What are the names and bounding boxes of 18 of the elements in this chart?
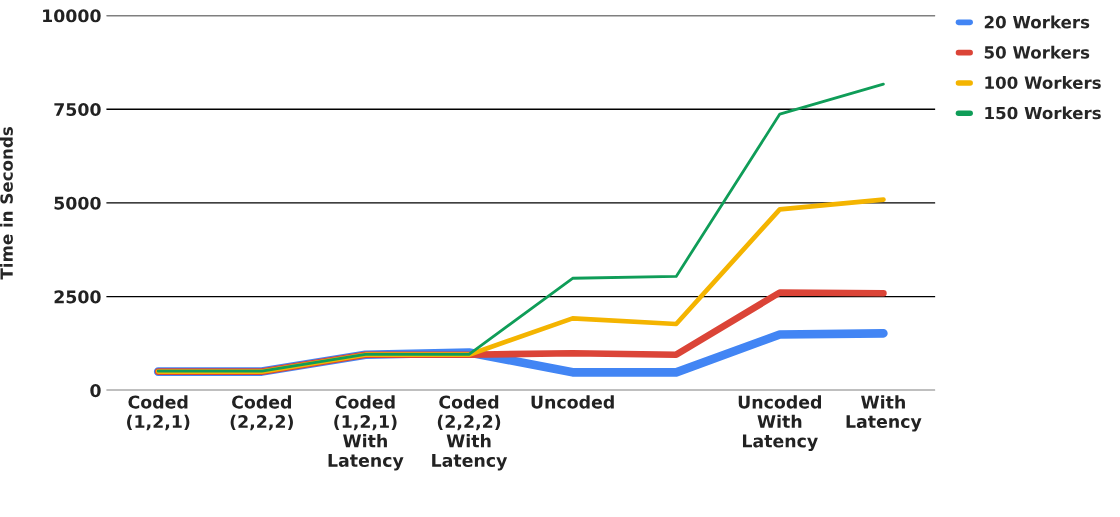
x-tick-label: Coded (2,2,2) With Latency xyxy=(432,395,508,471)
legend-label: 100 Workers xyxy=(985,76,1101,90)
x-tick-label: Uncoded With Latency xyxy=(738,395,821,452)
legend-label: 150 Workers xyxy=(985,106,1101,120)
x-tick-label: Uncoded xyxy=(531,395,614,409)
line-series xyxy=(156,82,885,373)
x-tick-label: With Latency xyxy=(846,395,922,432)
y-tick-label: 7500 xyxy=(54,102,101,117)
legend-label: 20 Workers xyxy=(984,15,1090,29)
y-tick-label: 2500 xyxy=(54,290,101,304)
y-axis-title: Time in Seconds xyxy=(0,127,13,280)
legend-label: 50 Workers xyxy=(984,45,1090,59)
y-tick-label: 10000 xyxy=(43,9,101,23)
x-tick-label: Coded (2,2,2) xyxy=(230,395,293,431)
x-tick-label: Coded (1,2,1) xyxy=(127,395,190,431)
y-tick-label: 0 xyxy=(90,384,101,398)
x-tick-label: Coded (1,2,1) With Latency xyxy=(328,395,404,471)
y-tick-label: 5000 xyxy=(54,196,101,210)
